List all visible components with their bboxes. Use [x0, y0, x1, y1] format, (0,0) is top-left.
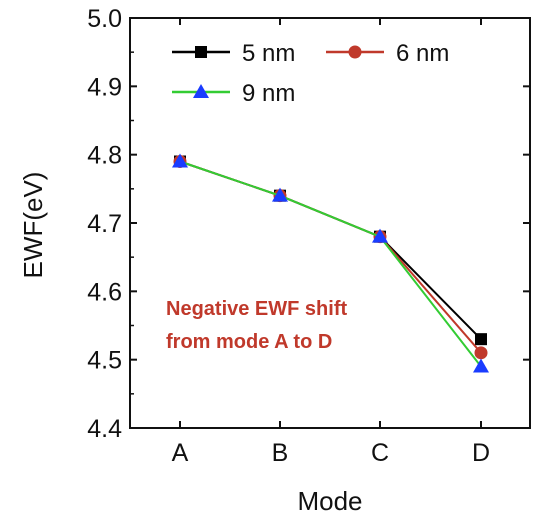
annotation-line-2: from mode A to D [166, 331, 332, 353]
legend-label: 5 nm [242, 40, 295, 67]
data-point [475, 333, 487, 346]
y-axis-label: EWF(eV) [18, 172, 48, 279]
y-tick-label: 4.4 [87, 415, 122, 443]
x-tick-label: B [272, 439, 289, 467]
series-layer [172, 153, 489, 373]
x-tick-label: C [371, 439, 389, 467]
y-tick-label: 4.8 [87, 142, 122, 170]
y-tick-label: 4.5 [87, 347, 122, 375]
y-tick-label: 4.7 [87, 210, 122, 238]
x-axis: A B C D [172, 18, 490, 467]
y-axis: 4.4 4.5 4.6 4.7 4.8 4.9 5.0 [87, 5, 530, 443]
data-point [172, 153, 188, 168]
legend-marker [195, 46, 207, 58]
legend-marker [193, 84, 209, 98]
series-2 [172, 153, 489, 373]
legend: 5 nm 6 nm 9 nm [172, 40, 449, 107]
legend-entry: 6 nm [326, 40, 449, 67]
y-tick-label: 4.9 [87, 73, 122, 101]
data-point [272, 187, 288, 202]
legend-label: 6 nm [396, 40, 449, 67]
legend-entry: 5 nm [172, 40, 295, 67]
data-point [473, 358, 489, 373]
series-line [179, 160, 482, 368]
x-tick-label: A [172, 439, 189, 467]
y-tick-label: 5.0 [87, 5, 122, 33]
x-axis-label: Mode [297, 486, 362, 516]
legend-entry: 9 nm [172, 80, 295, 107]
legend-marker [348, 45, 362, 59]
legend-label: 9 nm [242, 80, 295, 107]
plot-frame [129, 17, 531, 429]
y-tick-label: 4.6 [87, 278, 122, 306]
annotation-line-1: Negative EWF shift [166, 298, 347, 320]
series-1 [173, 155, 488, 360]
data-point [372, 228, 388, 243]
series-line [179, 160, 482, 354]
data-point [474, 346, 488, 360]
x-tick-label: D [472, 439, 490, 467]
